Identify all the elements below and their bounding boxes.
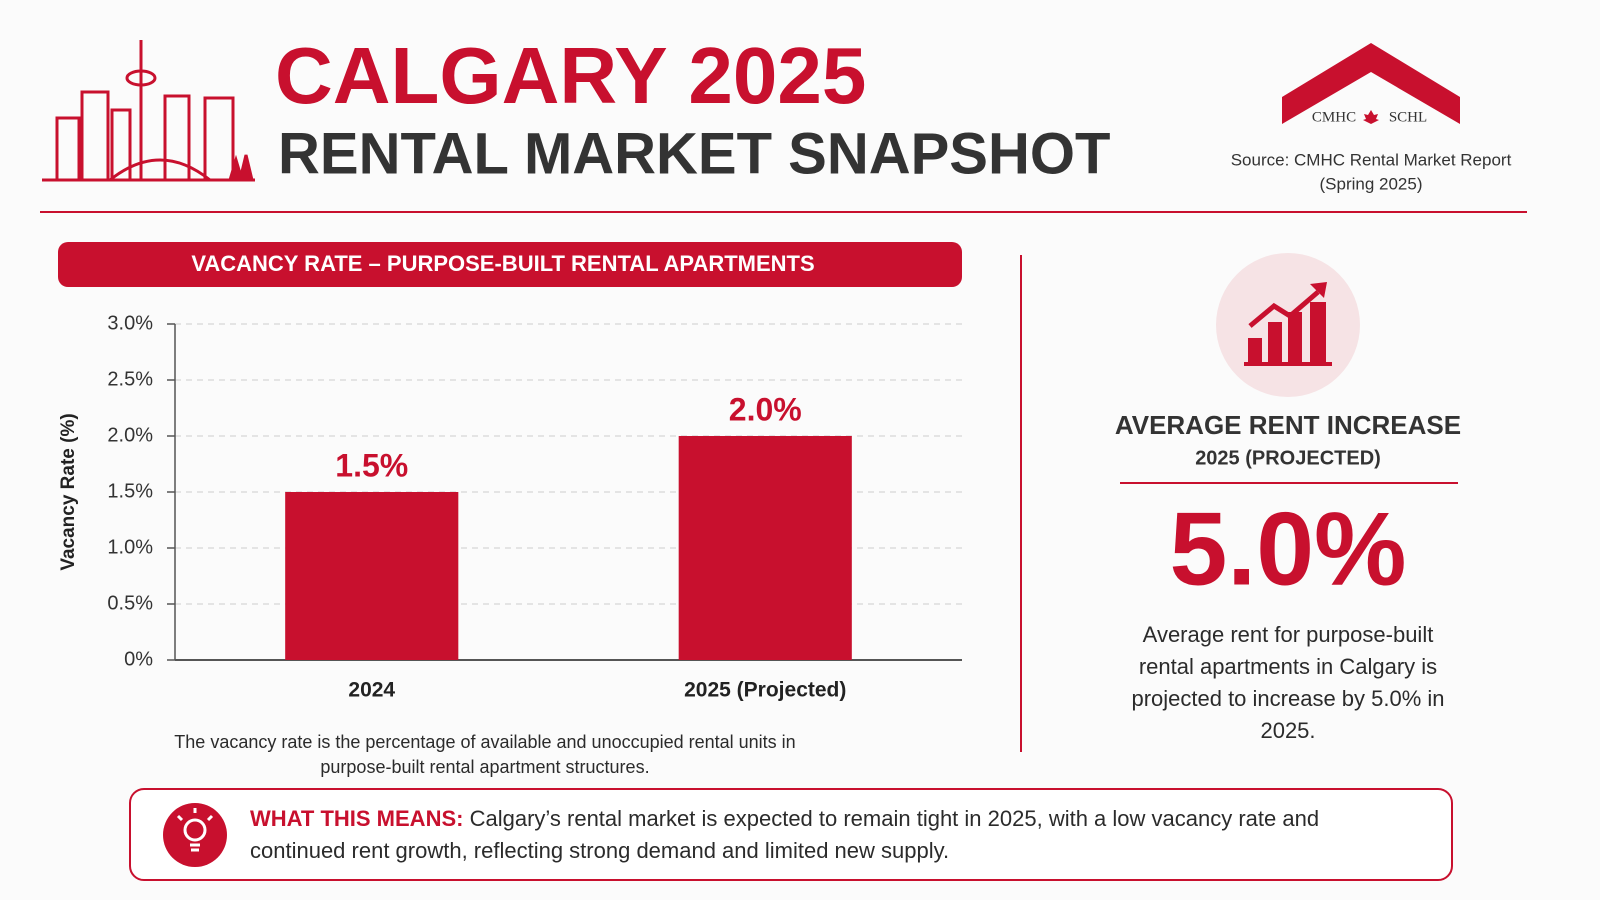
maple-leaf: [1363, 110, 1379, 124]
y-tick-label: 0.5%: [107, 592, 153, 614]
y-tick-label: 1.5%: [107, 480, 153, 502]
chart: 0% 0.5% 1.0% 1.5% 2.0% 2.5% 3.0% 2024 1.5% 2025 (…: [107, 312, 962, 702]
bar: [285, 492, 459, 660]
x-tick-label: 2024: [348, 679, 395, 702]
chart-title: VACANCY RATE – PURPOSE-BUILT RENTAL APAR…: [191, 251, 814, 276]
source: Source: CMHC Rental Market Report: [1231, 150, 1512, 169]
callout-text: WHAT THIS MEANS: Calgary’s rental market…: [250, 803, 1330, 867]
value-label: 1.5%: [335, 447, 408, 483]
y-tick-label: 2.5%: [107, 368, 153, 390]
growth-icon: [1244, 282, 1332, 366]
logo-text: SCHL: [1389, 109, 1427, 125]
page-title: CALGARY 2025: [275, 31, 866, 120]
chart-note: The vacancy rate is the percentage of av…: [174, 732, 796, 777]
y-tick-label: 0%: [124, 648, 153, 670]
rent-title: AVERAGE RENT INCREASE: [1115, 410, 1461, 440]
value-label: 2.0%: [729, 391, 802, 427]
y-tick-label: 3.0%: [107, 312, 153, 334]
logo-text: CMHC: [1312, 109, 1356, 125]
callout-box: [129, 788, 1453, 881]
callout-body: Calgary’s rental market is expected to r…: [250, 806, 1320, 863]
page-subtitle: RENTAL MARKET SNAPSHOT: [278, 121, 1110, 186]
skyline-icon: [42, 40, 255, 182]
bar: [678, 436, 852, 660]
x-tick-label: 2025 (Projected): [684, 679, 846, 702]
bulb: [176, 808, 214, 852]
y-tick-label: 1.0%: [107, 536, 153, 558]
y-axis-label: Vacancy Rate (%): [58, 413, 79, 570]
y-tick-label: 2.0%: [107, 424, 153, 446]
chart-banner: [58, 242, 962, 287]
callout-lead: WHAT THIS MEANS:: [250, 806, 464, 831]
logo-roof: [1282, 43, 1460, 124]
rent-description: Average rent for purpose-built rental ap…: [1131, 622, 1445, 743]
source-note: (Spring 2025): [1319, 174, 1422, 193]
rent-subtitle: 2025 (PROJECTED): [1195, 447, 1381, 469]
rent-value: 5.0%: [1169, 491, 1406, 607]
